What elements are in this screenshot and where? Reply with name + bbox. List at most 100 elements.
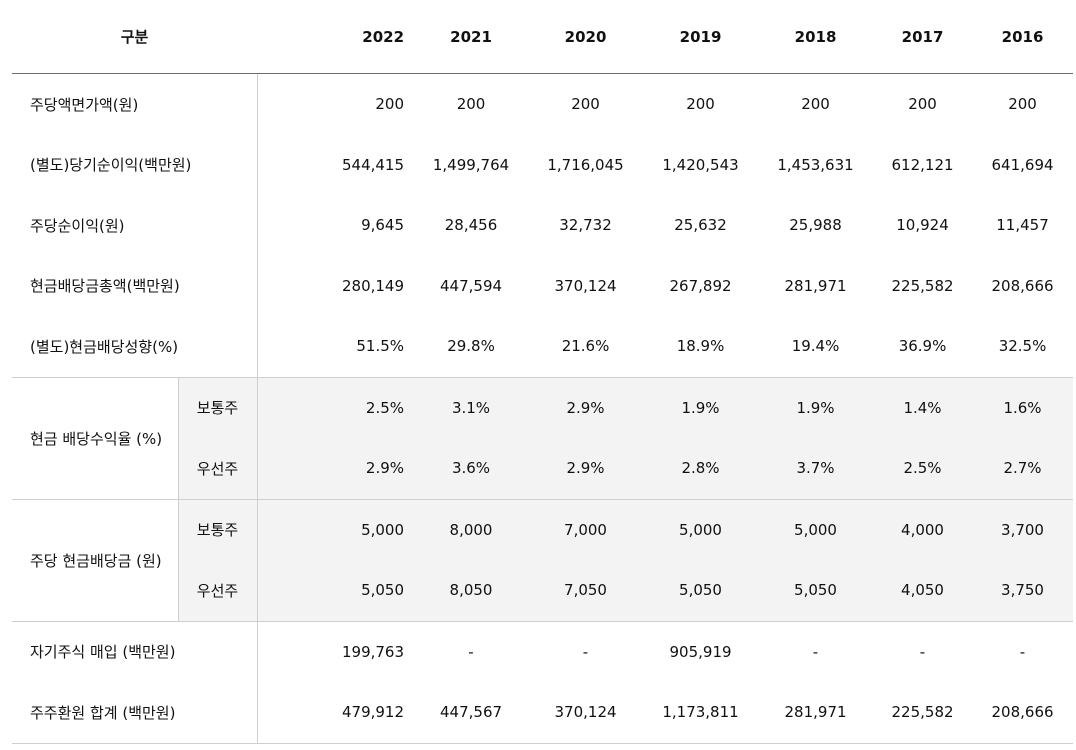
table-cell: 641,694 — [991, 155, 1054, 174]
share-type-label: 보통주 — [178, 376, 258, 438]
table-cell: 544,415 — [341, 155, 405, 174]
table-cell: 19.4% — [791, 337, 840, 356]
table-cell: 2.9% — [528, 376, 644, 438]
header-year: 2019 — [643, 0, 759, 74]
table-cell: 200 — [908, 95, 937, 114]
table-cell: 21.6% — [561, 337, 610, 356]
header-row: 구분 2022 2021 2020 2019 2018 2017 2016 — [12, 0, 1074, 74]
table-cell: 3.6% — [414, 438, 529, 499]
table-cell: 29.8% — [447, 337, 495, 356]
table-cell: 5,000 — [257, 498, 415, 560]
header-year: 2018 — [758, 0, 874, 74]
table-cell: 3.7% — [758, 438, 874, 499]
group-label: 주당 현금배당금 (원) — [12, 498, 179, 621]
table-cell: 447,594 — [440, 276, 503, 295]
table-cell: 11,457 — [996, 216, 1049, 235]
table-cell: 2.5% — [873, 438, 973, 499]
dividend-table: 구분 2022 2021 2020 2019 2018 2017 2016 주당… — [12, 0, 1074, 744]
table-cell: 200 — [801, 95, 830, 114]
table-cell: 225,582 — [891, 276, 954, 295]
table-cell: - — [528, 620, 644, 682]
table-cell: 5,000 — [643, 498, 759, 560]
table-cell: 1,499,764 — [432, 155, 510, 174]
table-cell: 1.6% — [972, 376, 1074, 438]
table-cell: 1,453,631 — [777, 155, 854, 174]
table-cell: 199,763 — [257, 620, 415, 682]
table-cell: 8,000 — [414, 498, 529, 560]
table-cell: 267,892 — [669, 276, 732, 295]
header-year: 2022 — [257, 0, 415, 74]
table-cell: 25,988 — [789, 216, 842, 235]
table-cell: 612,121 — [891, 155, 954, 174]
table-cell: 281,971 — [784, 276, 847, 295]
table-cell: 370,124 — [528, 682, 644, 744]
table-row: 주당순이익(원) 9,645 28,456 32,732 25,632 25,9… — [12, 195, 1073, 256]
table-cell: - — [758, 620, 874, 682]
share-type-label: 우선주 — [178, 560, 258, 621]
table-cell: 5,050 — [758, 560, 874, 621]
header-year: 2016 — [972, 0, 1074, 74]
table-cell: 200 — [456, 95, 486, 114]
table-cell: - — [972, 620, 1074, 682]
table-cell: 479,912 — [257, 682, 415, 744]
table-cell: 7,000 — [528, 498, 644, 560]
table-cell: - — [414, 620, 529, 682]
table-cell: 1,716,045 — [547, 155, 624, 174]
table-cell: 2.7% — [972, 438, 1074, 499]
table-row: (별도)현금배당성향(%) 51.5% 29.8% 21.6% 18.9% 19… — [12, 316, 1073, 377]
table-cell: 36.9% — [898, 337, 947, 356]
table-cell: 280,149 — [341, 276, 405, 295]
table-cell: 1,173,811 — [643, 682, 759, 744]
header-category: 구분 — [12, 0, 258, 74]
table-row: 주주환원 합계 (백만원) 479,912 447,567 370,124 1,… — [12, 682, 1074, 744]
table-row: (별도)당기순이익(백만원) 544,415 1,499,764 1,716,0… — [12, 134, 1073, 195]
table-cell: - — [873, 620, 973, 682]
table-cell: 32,732 — [559, 216, 612, 235]
table-cell: 4,050 — [873, 560, 973, 621]
table-row: 자기주식 매입 (백만원) 199,763 - - 905,919 - - - — [12, 620, 1074, 682]
table-cell: 905,919 — [643, 620, 759, 682]
table-cell: 10,924 — [896, 216, 949, 235]
table-cell: 9,645 — [361, 216, 405, 235]
table-cell: 2.5% — [257, 376, 415, 438]
row-label: 현금배당금총액(백만원) — [12, 255, 258, 316]
table-cell: 225,582 — [873, 682, 973, 744]
table-cell: 3,700 — [972, 498, 1074, 560]
table-cell: 2.9% — [257, 438, 415, 499]
table-cell: 32.5% — [998, 337, 1047, 356]
group-label: 현금 배당수익율 (%) — [12, 376, 179, 499]
table-cell: 3,750 — [972, 560, 1074, 621]
header-year: 2021 — [414, 0, 529, 74]
table-cell: 5,050 — [257, 560, 415, 621]
table-cell: 2.8% — [643, 438, 759, 499]
table-cell: 208,666 — [972, 682, 1074, 744]
table-row: 우선주 2.9% 3.6% 2.9% 2.8% 3.7% 2.5% 2.7% — [12, 438, 1074, 499]
dividend-table-container: 구분 2022 2021 2020 2019 2018 2017 2016 주당… — [12, 0, 1074, 744]
table-cell: 200 — [686, 95, 715, 114]
table-cell: 208,666 — [991, 276, 1054, 295]
row-label: 주당순이익(원) — [12, 195, 258, 256]
table-cell: 8,050 — [414, 560, 529, 621]
table-cell: 5,000 — [758, 498, 874, 560]
table-cell: 18.9% — [676, 337, 725, 356]
share-type-label: 우선주 — [178, 438, 258, 499]
header-year: 2020 — [528, 0, 644, 74]
table-cell: 370,124 — [554, 276, 617, 295]
table-cell: 447,567 — [414, 682, 529, 744]
table-cell: 1.9% — [758, 376, 874, 438]
row-label: 주당액면가액(원) — [12, 73, 258, 135]
header-year: 2017 — [873, 0, 973, 74]
table-row: 주당액면가액(원) 200 200 200 200 200 200 200 — [12, 73, 1073, 135]
table-row: 현금 배당수익율 (%) 보통주 2.5% 3.1% 2.9% 1.9% 1.9… — [12, 376, 1074, 499]
table-row: 현금배당금총액(백만원) 280,149 447,594 370,124 267… — [12, 255, 1073, 316]
table-cell: 7,050 — [528, 560, 644, 621]
table-cell: 2.9% — [528, 438, 644, 499]
table-cell: 1,420,543 — [662, 155, 739, 174]
table-cell: 200 — [375, 95, 405, 114]
share-type-label: 보통주 — [178, 498, 258, 560]
table-cell: 281,971 — [758, 682, 874, 744]
table-cell: 28,456 — [444, 216, 498, 235]
row-label: 주주환원 합계 (백만원) — [12, 682, 258, 744]
row-label: (별도)현금배당성향(%) — [12, 316, 258, 377]
table-cell: 25,632 — [674, 216, 727, 235]
